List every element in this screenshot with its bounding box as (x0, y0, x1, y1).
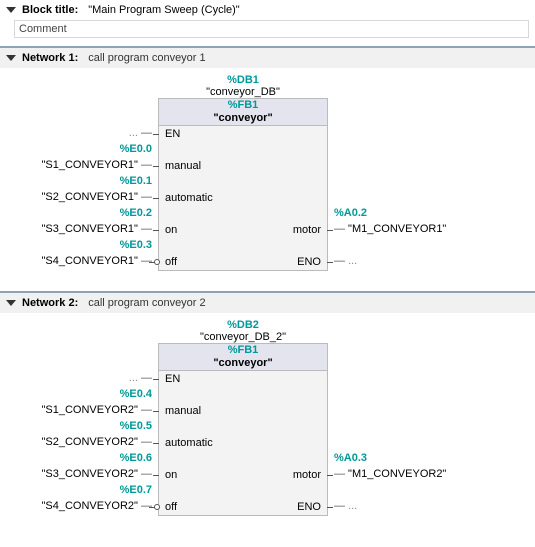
output-address (328, 419, 478, 435)
output-param (268, 126, 328, 142)
network: Network 2:call program conveyor 2%DB2"co… (0, 291, 535, 530)
input-param: EN (158, 126, 268, 142)
output-address: %A0.2 (328, 206, 478, 222)
output-param (268, 371, 328, 387)
collapse-arrow-icon[interactable] (6, 7, 16, 13)
input-address: %E0.5 (26, 419, 158, 435)
db-address: %DB1 (158, 74, 328, 86)
input-param: on (158, 222, 268, 238)
output-tag: — ... (328, 254, 478, 270)
input-address: %E0.0 (26, 142, 158, 158)
input-param: manual (158, 403, 268, 419)
input-param: EN (158, 371, 268, 387)
output-param (268, 190, 328, 206)
input-tag: "S2_CONVEYOR2" — (26, 435, 158, 451)
db-name: "conveyor_DB_2" (158, 331, 328, 343)
input-tag: "S1_CONVEYOR1" — (26, 158, 158, 174)
block-title-label: Block title: (22, 4, 78, 16)
network-title[interactable]: call program conveyor 2 (88, 297, 205, 309)
output-tag (328, 126, 478, 142)
input-tag: "S4_CONVEYOR2" — (26, 499, 158, 515)
input-tag: "S3_CONVEYOR2" — (26, 467, 158, 483)
input-address: %E0.7 (26, 483, 158, 499)
db-name: "conveyor_DB" (158, 86, 328, 98)
output-tag: — "M1_CONVEYOR1" (328, 222, 478, 238)
input-param: automatic (158, 435, 268, 451)
input-address: %E0.2 (26, 206, 158, 222)
input-param: automatic (158, 190, 268, 206)
input-param: manual (158, 158, 268, 174)
input-param: off (158, 254, 268, 270)
fb-param-grid: ... —EN%E0.0"S1_CONVEYOR1" —manual%E0.1"… (26, 126, 478, 271)
input-tag: ... — (26, 371, 158, 387)
fb-address: %FB1 (158, 343, 328, 356)
output-param: motor (268, 467, 328, 483)
output-tag (328, 435, 478, 451)
input-tag: "S3_CONVEYOR1" — (26, 222, 158, 238)
network-title[interactable]: call program conveyor 1 (88, 52, 205, 64)
output-param (268, 158, 328, 174)
output-address (328, 387, 478, 403)
output-tag (328, 403, 478, 419)
input-tag: "S2_CONVEYOR1" — (26, 190, 158, 206)
input-param: on (158, 467, 268, 483)
collapse-arrow-icon[interactable] (6, 300, 16, 306)
output-address (328, 238, 478, 254)
input-tag: "S4_CONVEYOR1" — (26, 254, 158, 270)
collapse-arrow-icon[interactable] (6, 55, 16, 61)
fb-name: "conveyor" (158, 356, 328, 371)
input-address: %E0.6 (26, 451, 158, 467)
output-address: %A0.3 (328, 451, 478, 467)
output-address (328, 174, 478, 190)
db-address: %DB2 (158, 319, 328, 331)
output-tag (328, 190, 478, 206)
fb-name: "conveyor" (158, 111, 328, 126)
network-label: Network 1: (22, 52, 78, 64)
fb-address: %FB1 (158, 98, 328, 111)
output-param (268, 403, 328, 419)
fb-param-grid: ... —EN%E0.4"S1_CONVEYOR2" —manual%E0.5"… (26, 371, 478, 516)
network: Network 1:call program conveyor 1%DB1"co… (0, 46, 535, 285)
output-param: motor (268, 222, 328, 238)
block-title-value[interactable]: "Main Program Sweep (Cycle)" (88, 4, 239, 16)
output-param: ENO (268, 499, 328, 515)
input-tag: ... — (26, 126, 158, 142)
network-label: Network 2: (22, 297, 78, 309)
block-title-row: Block title: "Main Program Sweep (Cycle)… (0, 0, 535, 20)
output-param: ENO (268, 254, 328, 270)
output-tag (328, 371, 478, 387)
block-comment-field[interactable]: Comment (14, 20, 529, 38)
input-param: off (158, 499, 268, 515)
output-param (268, 435, 328, 451)
input-address: %E0.1 (26, 174, 158, 190)
input-tag: "S1_CONVEYOR2" — (26, 403, 158, 419)
output-tag: — "M1_CONVEYOR2" (328, 467, 478, 483)
output-address (328, 483, 478, 499)
input-address: %E0.3 (26, 238, 158, 254)
input-address: %E0.4 (26, 387, 158, 403)
output-tag: — ... (328, 499, 478, 515)
output-address (328, 142, 478, 158)
output-tag (328, 158, 478, 174)
